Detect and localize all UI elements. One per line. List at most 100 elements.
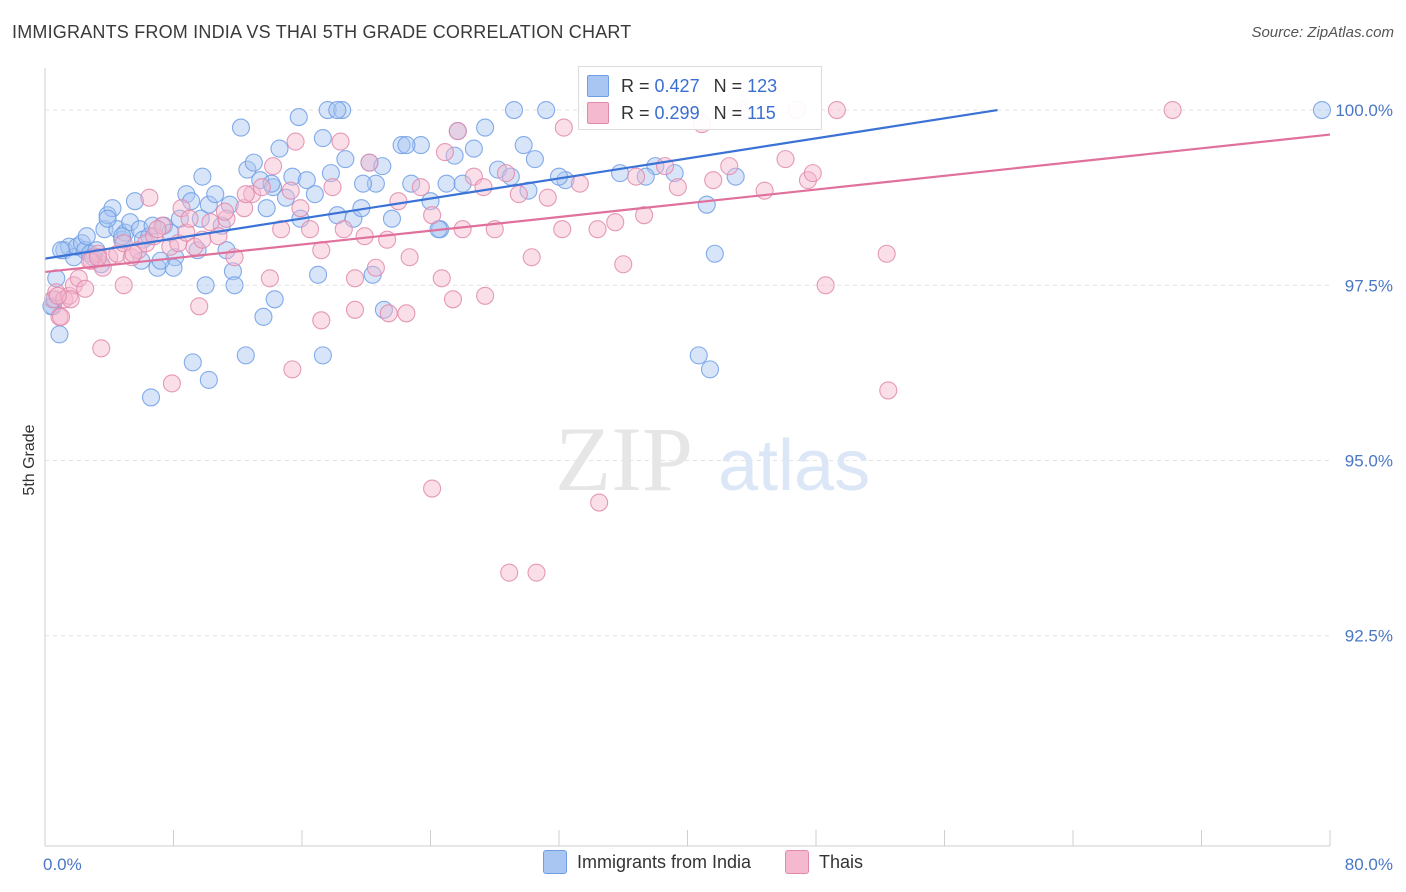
point-india-91 [313, 346, 332, 365]
point-india-102 [1312, 101, 1332, 120]
point-india-107 [289, 108, 308, 127]
source-credit: Source: ZipAtlas.com [1251, 24, 1394, 41]
point-india-40 [238, 160, 257, 179]
point-thais-75 [114, 276, 133, 295]
point-india-69 [464, 139, 483, 158]
point-thais-79 [283, 360, 302, 379]
point-india-39 [231, 118, 251, 137]
point-india-108 [353, 174, 373, 193]
stats-n-value-india: 123 [747, 75, 778, 96]
point-india-60 [382, 209, 402, 228]
stats-swatch-india [587, 75, 609, 97]
point-india-103 [318, 101, 337, 120]
point-thais-101 [331, 132, 350, 151]
point-thais-41 [366, 258, 385, 277]
point-india-31 [182, 192, 201, 211]
point-india-61 [392, 136, 411, 155]
point-india-75 [537, 101, 556, 120]
y-axis-title: 5th Grade [21, 424, 38, 495]
point-india-73 [514, 136, 533, 155]
point-india-115 [726, 167, 745, 186]
point-thais-114 [180, 209, 199, 228]
point-india-20 [125, 192, 144, 211]
point-thais-100 [360, 153, 379, 172]
point-india-95 [196, 276, 215, 295]
point-thais-76 [92, 339, 111, 358]
point-india-90 [141, 388, 161, 407]
point-india-33 [193, 167, 212, 186]
point-india-50 [305, 185, 324, 204]
point-thais-6 [69, 269, 88, 288]
point-india-49 [297, 171, 316, 190]
point-thais-45 [411, 178, 430, 197]
point-thais-33 [281, 181, 300, 200]
point-thais-64 [668, 178, 687, 197]
point-thais-51 [474, 178, 493, 197]
point-india-81 [705, 244, 724, 263]
point-india-117 [262, 174, 281, 193]
point-thais-105 [215, 202, 234, 221]
stats-n-label-thais: N = [713, 102, 743, 123]
point-india-85 [265, 290, 284, 309]
point-thais-67 [776, 150, 795, 169]
point-thais-55 [522, 248, 541, 267]
stats-r-label-thais: R = [621, 102, 650, 123]
point-thais-46 [423, 206, 442, 225]
point-thais-38 [334, 220, 353, 239]
point-thais-53 [496, 164, 516, 183]
y-tick-label-3: 92.5% [1345, 627, 1393, 646]
legend-item-thais[interactable]: Thais [785, 850, 863, 874]
point-india-45 [270, 139, 289, 158]
point-india-84 [374, 300, 393, 319]
stats-r-label-india: R = [621, 75, 650, 96]
trend-line-india [44, 108, 998, 260]
point-india-38 [223, 262, 242, 281]
point-india-58 [366, 174, 385, 193]
point-thais-36 [312, 241, 331, 260]
point-thais-99 [627, 167, 646, 186]
point-thais-7 [76, 279, 95, 298]
point-thais-59 [588, 220, 607, 239]
point-thais-39 [345, 269, 365, 288]
point-india-54 [336, 150, 355, 169]
point-thais-31 [260, 269, 279, 288]
point-thais-81 [345, 300, 365, 319]
point-thais-104 [236, 185, 255, 204]
watermark-zip: ZIP [555, 408, 693, 510]
point-india-116 [328, 101, 347, 120]
point-india-35 [206, 185, 225, 204]
grid-layer [45, 109, 1330, 637]
point-thais-84 [476, 286, 495, 305]
point-thais-86 [590, 493, 609, 512]
point-india-47 [283, 167, 302, 186]
point-thais-82 [379, 304, 398, 323]
point-thais-102 [286, 132, 305, 151]
legend-item-india[interactable]: Immigrants from India [542, 850, 751, 874]
point-thais-90 [435, 143, 455, 162]
point-thais-77 [162, 374, 181, 393]
point-thais-91 [448, 122, 467, 141]
chart-legend: Immigrants from India Thais [0, 850, 1406, 874]
point-thais-71 [879, 381, 898, 400]
axis-layer: 100.0% 97.5% 95.0% 92.5% 0.0% 80.0% [43, 68, 1393, 874]
x-tick-label-1: 80.0% [1345, 855, 1393, 874]
point-india-82 [309, 265, 328, 284]
point-thais-48 [443, 290, 463, 309]
stats-n-label-india: N = [713, 75, 743, 96]
point-india-52 [321, 164, 340, 183]
point-thais-47 [432, 269, 451, 288]
legend-swatch-india [542, 850, 567, 874]
point-thais-69 [816, 276, 835, 295]
point-thais-108 [124, 244, 143, 263]
point-thais-35 [300, 220, 320, 239]
point-india-34 [199, 195, 218, 214]
point-india-51 [313, 129, 332, 148]
point-india-86 [254, 307, 273, 326]
point-thais-97 [720, 157, 739, 176]
point-thais-62 [635, 206, 654, 225]
point-india-63 [411, 136, 430, 155]
point-india-15 [103, 199, 122, 218]
point-india-68 [453, 174, 472, 193]
point-thais-12 [108, 244, 127, 263]
